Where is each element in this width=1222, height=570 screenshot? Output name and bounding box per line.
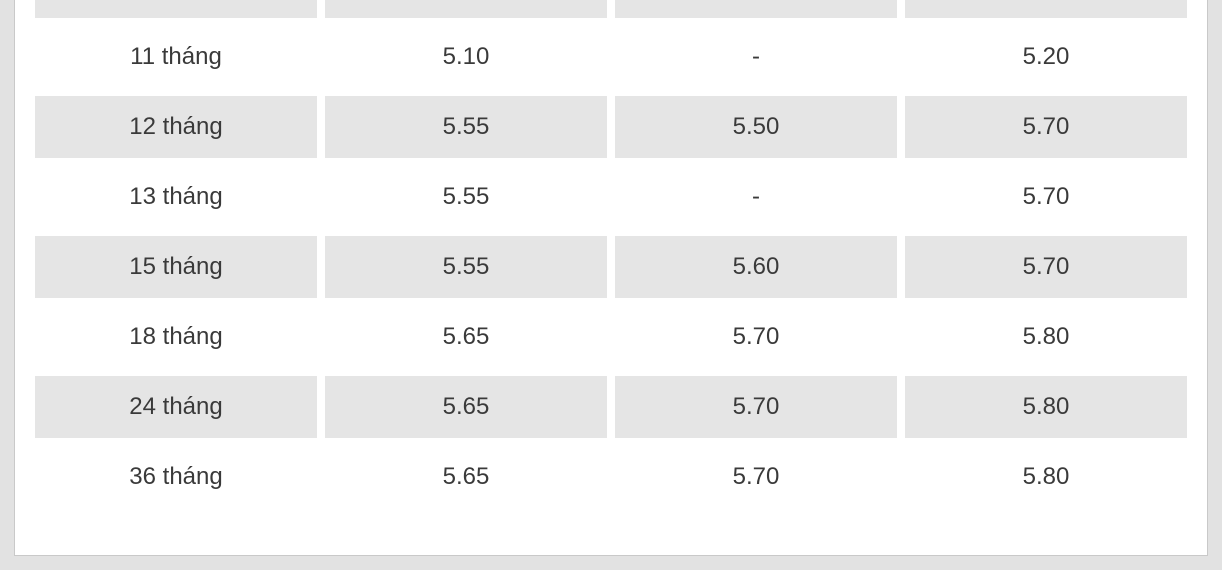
partial-header-row xyxy=(35,0,1187,18)
rate-cell: 5.70 xyxy=(615,446,897,508)
rate-cell: 5.55 xyxy=(325,236,607,298)
header-cell xyxy=(35,0,317,18)
rate-cell: 5.10 xyxy=(325,26,607,88)
header-cell xyxy=(325,0,607,18)
rates-table: 11 tháng 5.10 - 5.20 12 tháng 5.55 5.50 … xyxy=(27,18,1195,516)
rate-cell: 5.55 xyxy=(325,96,607,158)
page-frame: 11 tháng 5.10 - 5.20 12 tháng 5.55 5.50 … xyxy=(0,0,1222,570)
table-row: 15 tháng 5.55 5.60 5.70 xyxy=(35,236,1187,298)
rate-cell: 5.65 xyxy=(325,376,607,438)
term-cell: 18 tháng xyxy=(35,306,317,368)
table-row: 18 tháng 5.65 5.70 5.80 xyxy=(35,306,1187,368)
rate-cell: 5.55 xyxy=(325,166,607,228)
table-row: 36 tháng 5.65 5.70 5.80 xyxy=(35,446,1187,508)
rate-cell: 5.80 xyxy=(905,306,1187,368)
table-row: 11 tháng 5.10 - 5.20 xyxy=(35,26,1187,88)
rate-cell: - xyxy=(615,166,897,228)
rate-cell: 5.80 xyxy=(905,376,1187,438)
term-cell: 13 tháng xyxy=(35,166,317,228)
rates-panel: 11 tháng 5.10 - 5.20 12 tháng 5.55 5.50 … xyxy=(14,0,1208,556)
rate-cell: 5.70 xyxy=(905,236,1187,298)
rate-cell: 5.60 xyxy=(615,236,897,298)
term-cell: 11 tháng xyxy=(35,26,317,88)
table-row: 24 tháng 5.65 5.70 5.80 xyxy=(35,376,1187,438)
header-cell xyxy=(615,0,897,18)
rate-cell: 5.20 xyxy=(905,26,1187,88)
rate-cell: 5.70 xyxy=(905,96,1187,158)
table-row: 12 tháng 5.55 5.50 5.70 xyxy=(35,96,1187,158)
term-cell: 24 tháng xyxy=(35,376,317,438)
rate-cell: 5.70 xyxy=(615,306,897,368)
rates-tbody: 11 tháng 5.10 - 5.20 12 tháng 5.55 5.50 … xyxy=(35,26,1187,508)
term-cell: 15 tháng xyxy=(35,236,317,298)
term-cell: 36 tháng xyxy=(35,446,317,508)
table-row: 13 tháng 5.55 - 5.70 xyxy=(35,166,1187,228)
rate-cell: 5.70 xyxy=(615,376,897,438)
rate-cell: 5.65 xyxy=(325,306,607,368)
rate-cell: 5.80 xyxy=(905,446,1187,508)
rate-cell: 5.70 xyxy=(905,166,1187,228)
term-cell: 12 tháng xyxy=(35,96,317,158)
rate-cell: 5.50 xyxy=(615,96,897,158)
header-cell xyxy=(905,0,1187,18)
rate-cell: - xyxy=(615,26,897,88)
rate-cell: 5.65 xyxy=(325,446,607,508)
